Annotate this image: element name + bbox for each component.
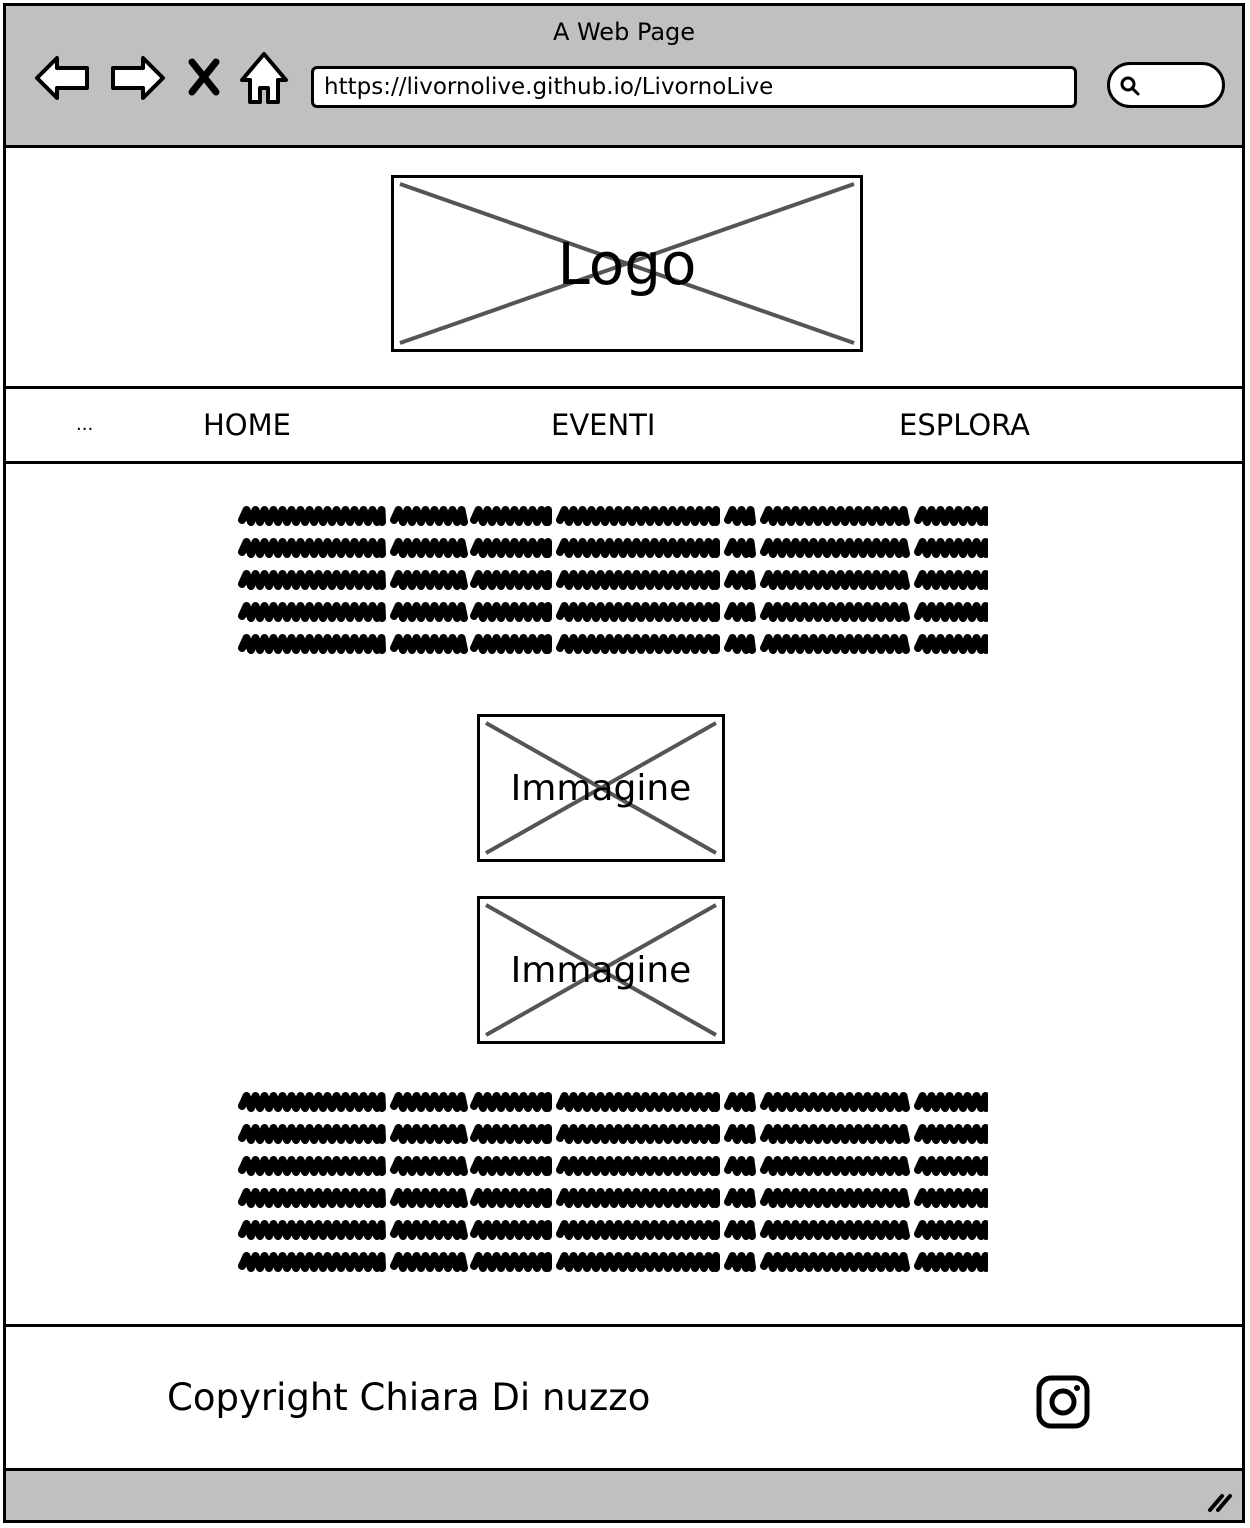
scribble-text-line bbox=[236, 1214, 988, 1246]
scribble-text-line bbox=[236, 628, 988, 660]
browser-window: A Web Page https://livornolive.github.io… bbox=[3, 3, 1245, 1523]
search-icon bbox=[1120, 76, 1140, 96]
nav-more-menu[interactable]: ... bbox=[76, 414, 94, 435]
logo-placeholder: Logo bbox=[391, 175, 863, 352]
back-arrow-icon[interactable] bbox=[33, 46, 93, 110]
scribble-text-line bbox=[236, 1086, 988, 1118]
main-navbar: ... HOME EVENTI ESPLORA bbox=[6, 386, 1242, 464]
footer-copyright: Copyright Chiara Di nuzzo bbox=[167, 1376, 651, 1419]
nav-item-home[interactable]: HOME bbox=[203, 408, 291, 442]
scribble-text-line bbox=[236, 1118, 988, 1150]
footer-divider bbox=[6, 1324, 1242, 1327]
image-placeholder-1: Immagine bbox=[477, 714, 725, 862]
scribble-text-line bbox=[236, 596, 988, 628]
scribble-text-line bbox=[236, 1150, 988, 1182]
nav-item-esplora[interactable]: ESPLORA bbox=[899, 408, 1030, 442]
scribble-text-line bbox=[236, 532, 988, 564]
address-bar[interactable]: https://livornolive.github.io/LivornoLiv… bbox=[311, 66, 1077, 108]
scribble-text-line bbox=[236, 1182, 988, 1214]
resize-grip-icon[interactable] bbox=[1204, 1488, 1234, 1514]
browser-statusbar bbox=[6, 1468, 1242, 1520]
forward-arrow-icon[interactable] bbox=[107, 46, 167, 110]
stop-icon[interactable] bbox=[182, 46, 226, 110]
home-icon[interactable] bbox=[238, 46, 290, 110]
scribble-text-line bbox=[236, 1246, 988, 1278]
text-block-intro bbox=[236, 500, 988, 660]
scribble-text-line bbox=[236, 500, 988, 532]
image-label: Immagine bbox=[510, 949, 692, 991]
instagram-icon[interactable] bbox=[1035, 1374, 1091, 1430]
window-title: A Web Page bbox=[552, 18, 696, 46]
nav-item-eventi[interactable]: EVENTI bbox=[551, 408, 656, 442]
browser-toolbar: A Web Page https://livornolive.github.io… bbox=[6, 6, 1242, 148]
browser-search-field[interactable] bbox=[1107, 62, 1225, 108]
image-placeholder-2: Immagine bbox=[477, 896, 725, 1044]
image-label: Immagine bbox=[510, 767, 692, 809]
scribble-text-line bbox=[236, 564, 988, 596]
text-block-body bbox=[236, 1086, 988, 1278]
logo-label: Logo bbox=[557, 229, 697, 298]
